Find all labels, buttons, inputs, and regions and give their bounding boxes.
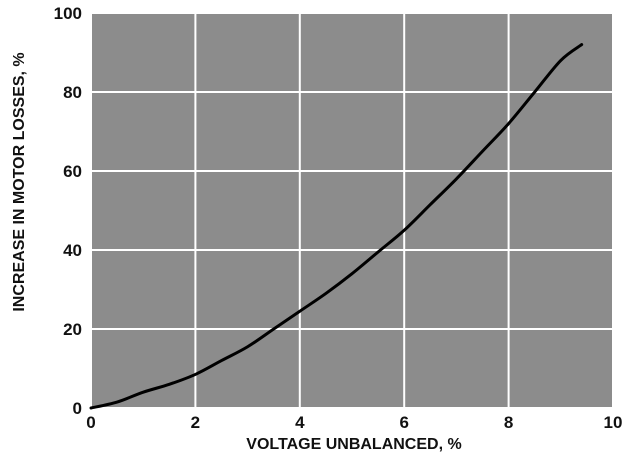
y-axis-label: INCREASE IN MOTOR LOSSES, % <box>11 52 28 311</box>
data-point-19 <box>580 43 583 46</box>
x-tick-label-0: 0 <box>86 413 95 432</box>
y-tick-label-0: 0 <box>73 399 82 418</box>
x-tick-label-1: 2 <box>191 413 200 432</box>
x-tick-label-2: 4 <box>295 413 305 432</box>
data-point-16 <box>507 122 510 125</box>
data-point-3 <box>168 383 171 386</box>
x-tick-label-5: 10 <box>604 413 623 432</box>
data-point-14 <box>455 177 458 181</box>
grid-lines <box>90 12 614 409</box>
data-point-9 <box>324 292 328 295</box>
y-tick-labels: 0 20 40 60 80 100 <box>54 4 82 418</box>
data-point-17 <box>533 90 536 94</box>
y-tick-label-4: 80 <box>63 83 82 102</box>
plot-area <box>91 13 613 408</box>
data-point-13 <box>429 203 432 206</box>
y-tick-label-2: 40 <box>63 241 82 260</box>
data-point-15 <box>481 150 484 153</box>
y-tick-label-1: 20 <box>63 320 82 339</box>
data-point-12 <box>403 229 406 232</box>
data-point-2 <box>142 391 145 394</box>
data-point-10 <box>350 272 354 275</box>
y-tick-label-5: 100 <box>54 4 82 23</box>
data-point-4 <box>194 373 197 376</box>
data-point-11 <box>376 250 380 254</box>
data-point-0 <box>89 406 93 410</box>
data-point-5 <box>220 359 223 362</box>
series-line <box>89 43 584 410</box>
data-point-1 <box>115 400 119 404</box>
data-point-6 <box>246 345 249 348</box>
x-axis-label: VOLTAGE UNBALANCED, % <box>246 436 461 453</box>
data-point-8 <box>298 310 301 313</box>
y-tick-label-3: 60 <box>63 162 82 181</box>
data-points <box>89 43 583 410</box>
data-point-7 <box>272 327 275 331</box>
x-tick-labels: 0 2 4 6 8 10 <box>86 413 622 432</box>
x-tick-label-3: 6 <box>399 413 408 432</box>
x-tick-label-4: 8 <box>504 413 513 432</box>
data-point-18 <box>559 59 562 62</box>
